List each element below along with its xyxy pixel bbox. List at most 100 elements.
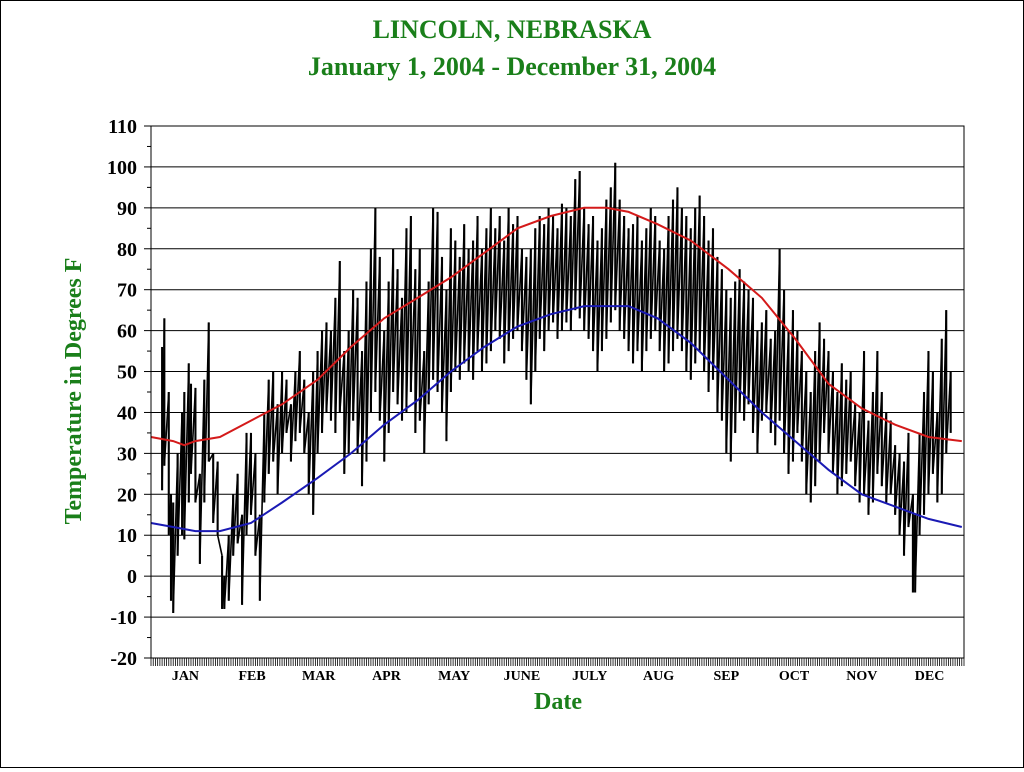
daily-range-bar [787, 330, 790, 474]
y-tick-label: 30 [117, 443, 137, 465]
y-tick-label: 70 [117, 280, 137, 302]
daily-range-connector [427, 207, 434, 405]
daily-range-connector [472, 216, 479, 380]
daily-range-bar [458, 256, 461, 380]
daily-range-bar [760, 322, 763, 421]
daily-range-bar [774, 330, 777, 446]
daily-range-connector [543, 207, 550, 352]
daily-range-bar [203, 379, 206, 503]
daily-range-bar [949, 371, 952, 433]
daily-range-bar [194, 387, 197, 503]
daily-range-bar [396, 269, 399, 405]
daily-range-connector [530, 228, 537, 405]
daily-range-connector [163, 391, 170, 466]
daily-range-bar [560, 203, 563, 331]
daily-range-bar [258, 514, 261, 601]
daily-range-bar [827, 351, 830, 454]
daily-range-bar [212, 453, 215, 523]
daily-range-connector [441, 289, 448, 413]
daily-range-connector [658, 248, 665, 352]
daily-range-bar [409, 216, 412, 392]
daily-range-bar [494, 228, 497, 331]
daily-range-connector [561, 207, 568, 331]
daily-range-bar [867, 420, 870, 515]
daily-range-bar [783, 289, 786, 454]
daily-range-bar [338, 261, 341, 413]
daily-range-connector [796, 351, 803, 433]
daily-range-bar [698, 195, 701, 352]
daily-range-bar [329, 330, 332, 421]
daily-range-connector [485, 207, 492, 364]
daily-range-bar [436, 211, 439, 392]
daily-range-bar [814, 351, 817, 487]
daily-range-bar [894, 445, 897, 515]
daily-range-connector [547, 215, 554, 331]
daily-range-bar [498, 216, 501, 339]
daily-range-connector [707, 228, 714, 393]
daily-range-connector [725, 297, 732, 454]
daily-range-bar [347, 330, 350, 454]
daily-range-connector [654, 240, 661, 331]
daily-range-connector [361, 281, 368, 487]
daily-range-connector [912, 514, 916, 593]
daily-range-bar [862, 351, 866, 495]
daily-range-connector [334, 261, 341, 433]
daily-range-connector [716, 269, 723, 413]
daily-range-bar [587, 224, 590, 339]
daily-range-bar [743, 281, 746, 421]
daily-range-bar [907, 432, 910, 528]
daily-range-bar [849, 371, 852, 462]
daily-range-bar [356, 297, 359, 454]
normal-low-line [150, 305, 963, 533]
x-month-label: FEB [238, 669, 265, 684]
daily-range-bar [334, 297, 337, 433]
daily-range-bar [423, 351, 426, 454]
daily-range-bar [591, 216, 595, 352]
daily-range-bar [645, 228, 648, 352]
daily-range-connector [907, 494, 914, 528]
daily-range-connector [176, 412, 183, 556]
daily-range-connector [805, 391, 812, 495]
daily-range-bar [716, 256, 719, 413]
daily-range-connector [565, 215, 572, 323]
daily-range-bar [547, 207, 550, 331]
daily-range-connector [494, 215, 501, 331]
daily-range-bar [649, 207, 652, 339]
x-axis-title: Date [534, 689, 582, 715]
daily-range-bar [227, 535, 230, 601]
daily-range-connector [623, 228, 630, 339]
daily-range-bar [840, 363, 843, 487]
daily-range-bar [831, 371, 834, 474]
daily-range-bar [654, 216, 657, 331]
daily-range-bar [631, 224, 635, 364]
daily-range-connector [436, 256, 443, 393]
daily-range-bar [181, 412, 184, 536]
daily-range-bar [167, 392, 170, 536]
daily-range-bar [263, 412, 266, 503]
daily-range-bar [467, 248, 470, 372]
daily-range-connector [885, 420, 892, 503]
daily-range-bar [163, 318, 166, 466]
daily-range-connector [538, 224, 545, 339]
daily-range-connector [903, 432, 910, 556]
daily-range-bar [809, 392, 812, 503]
daily-range-bar [671, 199, 675, 352]
daily-range-bar [503, 240, 506, 364]
daily-range-bar [574, 179, 577, 311]
daily-range-bar [538, 216, 541, 339]
daily-range-connector [521, 256, 528, 352]
daily-range-bar [751, 297, 755, 433]
daily-range-connector [454, 256, 461, 372]
daily-range-bar [320, 330, 324, 433]
daily-range-bar [207, 322, 210, 462]
daily-range-bar [605, 199, 608, 339]
daily-range-bar [440, 256, 444, 413]
y-tick-label: 80 [117, 239, 137, 261]
daily-range-connector [889, 445, 896, 495]
x-axis-ticks: JAN FEB MAR APR MAY JUNE JULY AUG SEP OCT NOV DEC [150, 658, 965, 684]
daily-range-bar [176, 453, 179, 556]
daily-range-bar [845, 379, 848, 474]
daily-range-connector [383, 281, 390, 462]
daily-range-connector [534, 216, 541, 372]
